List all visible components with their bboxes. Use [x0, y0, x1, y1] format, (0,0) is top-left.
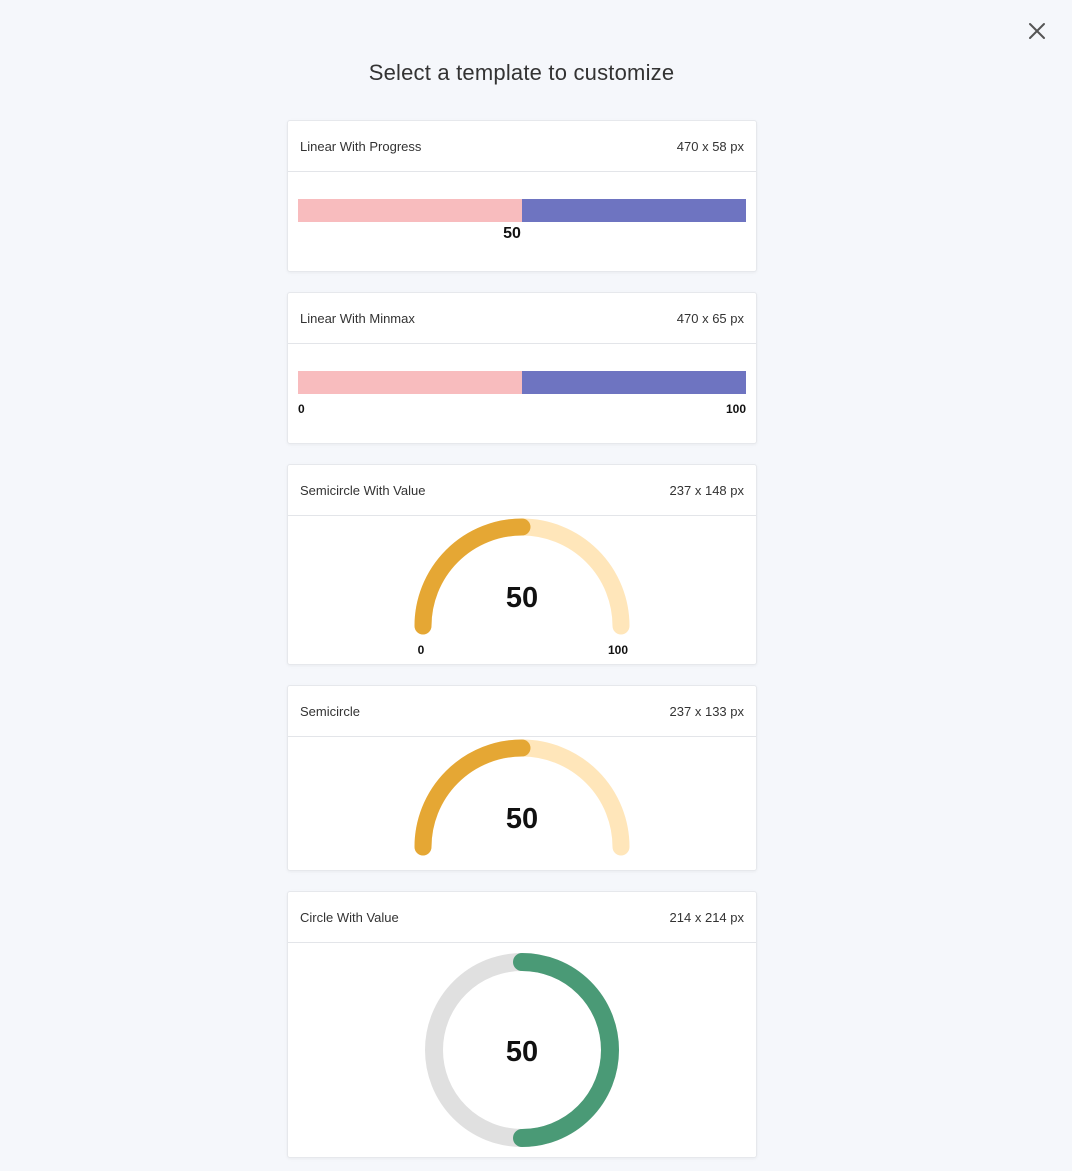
progress-fill [298, 199, 522, 222]
linear-progress-bar [298, 199, 746, 222]
close-button[interactable] [1024, 18, 1050, 44]
semicircle-gauge: 50 [414, 739, 630, 856]
template-card-circle-with-value[interactable]: Circle With Value 214 x 214 px 50 [287, 891, 757, 1158]
gauge-value-label: 50 [506, 1036, 538, 1068]
close-icon [1029, 23, 1045, 39]
gauge-fill [513, 953, 619, 1147]
gauge-value-label: 50 [506, 803, 538, 835]
card-header: Linear With Minmax 470 x 65 px [288, 293, 756, 344]
progress-value-label: 50 [503, 225, 521, 242]
template-preview: 50 [288, 943, 756, 1159]
circle-gauge: 50 [425, 953, 619, 1147]
template-name: Circle With Value [300, 909, 399, 925]
template-card-semicircle-with-value[interactable]: Semicircle With Value 237 x 148 px 50 0 … [287, 464, 757, 665]
template-size: 470 x 58 px [676, 138, 744, 154]
linear-minmax-bar [298, 371, 746, 394]
min-label: 0 [418, 643, 425, 657]
template-card-linear-with-minmax[interactable]: Linear With Minmax 470 x 65 px 0 100 [287, 292, 757, 444]
progress-fill [298, 371, 522, 394]
template-card-semicircle[interactable]: Semicircle 237 x 133 px 50 [287, 685, 757, 871]
template-size: 470 x 65 px [676, 310, 744, 326]
card-header: Semicircle With Value 237 x 148 px [288, 465, 756, 516]
min-label: 0 [298, 402, 305, 416]
gauge-value-label: 50 [506, 582, 538, 614]
template-card-linear-with-progress[interactable]: Linear With Progress 470 x 58 px 50 [287, 120, 757, 272]
template-size: 237 x 133 px [669, 703, 744, 719]
template-preview: 50 0 100 [288, 516, 756, 666]
card-header: Circle With Value 214 x 214 px [288, 892, 756, 943]
template-size: 237 x 148 px [669, 482, 744, 498]
template-preview: 50 [288, 172, 756, 273]
template-size: 214 x 214 px [669, 909, 744, 925]
card-header: Linear With Progress 470 x 58 px [288, 121, 756, 172]
max-label: 100 [725, 402, 746, 416]
card-header: Semicircle 237 x 133 px [288, 686, 756, 737]
semicircle-gauge: 50 0 100 [414, 518, 630, 657]
template-name: Semicircle [300, 703, 360, 719]
template-preview: 50 [288, 737, 756, 872]
template-preview: 0 100 [288, 344, 756, 445]
progress-track [522, 199, 746, 222]
template-name: Semicircle With Value [300, 482, 426, 498]
gauge-fill [414, 518, 531, 635]
max-label: 100 [608, 643, 628, 657]
gauge-fill [414, 739, 531, 856]
template-name: Linear With Progress [300, 138, 422, 154]
progress-track [522, 371, 746, 394]
page-title: Select a template to customize [368, 60, 675, 85]
template-name: Linear With Minmax [300, 310, 415, 326]
